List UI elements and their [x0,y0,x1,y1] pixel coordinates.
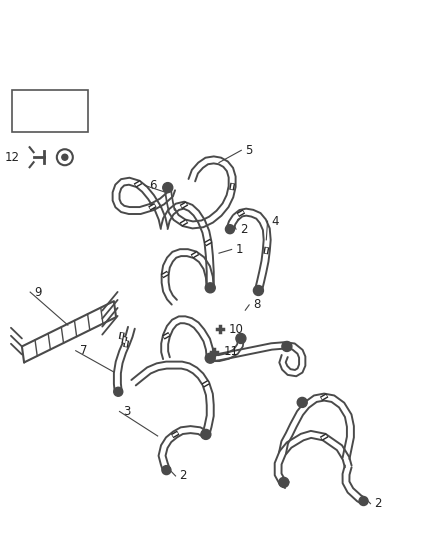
Text: 2: 2 [180,470,187,482]
Circle shape [62,154,68,160]
Text: 12: 12 [4,151,19,164]
Circle shape [282,342,292,351]
Text: 6: 6 [149,179,156,192]
Bar [12,90,88,132]
Circle shape [205,353,215,363]
Text: 2: 2 [240,223,247,236]
Text: 7: 7 [80,344,87,357]
Text: 5: 5 [245,144,253,157]
Text: 2: 2 [374,497,382,510]
Circle shape [205,283,215,293]
Text: 9: 9 [34,286,42,298]
Text: 3: 3 [124,405,131,418]
Circle shape [279,478,289,487]
Text: 10: 10 [229,323,244,336]
Circle shape [236,334,246,343]
Text: 8: 8 [253,298,261,311]
Circle shape [254,286,263,295]
Circle shape [163,183,173,192]
Text: 4: 4 [272,215,279,228]
Circle shape [162,466,171,474]
Circle shape [201,430,211,439]
Text: 11: 11 [223,345,238,358]
Circle shape [297,398,307,407]
Text: 1: 1 [236,243,243,256]
Circle shape [226,225,234,233]
Circle shape [359,497,368,505]
Circle shape [114,387,123,396]
